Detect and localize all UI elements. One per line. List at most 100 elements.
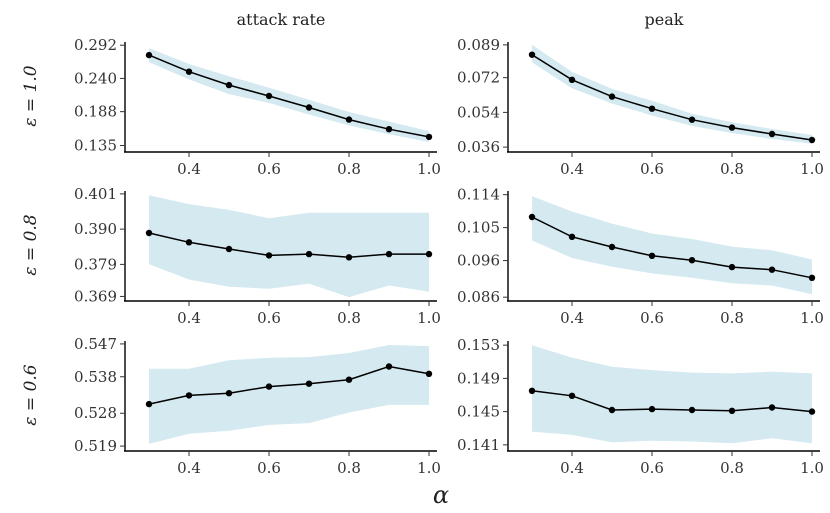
row-label-3: ε = 0.6 xyxy=(21,364,41,425)
axis-layer xyxy=(120,42,820,456)
panel-2-2-data-point xyxy=(528,213,536,221)
panel-2-2-y-tick-label: 0.096 xyxy=(457,252,500,270)
panel-2-2-x-tick-label: 0.4 xyxy=(560,309,584,327)
panel-1-1-data-point xyxy=(305,104,313,111)
panel-1-1-y-tick-label: 0.292 xyxy=(74,36,117,54)
panel-3-2-y-tick-label: 0.149 xyxy=(457,369,500,387)
panel-2-1-series-line xyxy=(148,232,429,259)
row-label-2: ε = 0.8 xyxy=(21,214,41,275)
panel-1-1-data-point xyxy=(265,92,273,100)
panel-1-2-x-tick-label: 0.8 xyxy=(720,160,744,178)
panel-3-1-data-point xyxy=(345,376,353,383)
panel-1-1-data-point xyxy=(345,116,353,123)
panel-3-2-x-tick-label: 0.4 xyxy=(560,459,584,477)
panel-2-2-y-tick-label: 0.105 xyxy=(457,219,500,237)
panel-2-2-x-tick-label: 1.0 xyxy=(800,309,824,327)
panel-3-1-x-tick-label: 0.6 xyxy=(257,459,281,477)
panel-2-1-data-point xyxy=(305,250,313,258)
panel-3-2-data-point xyxy=(608,406,616,414)
panel-3-1-data-point xyxy=(425,370,433,377)
panel-2-2-data-point xyxy=(568,233,576,240)
panel-1-2-data-point xyxy=(608,93,616,100)
panel-3-1-data-point xyxy=(305,380,313,387)
panel-1-1-data-point xyxy=(425,133,433,141)
panel-1-2-series-line xyxy=(531,54,813,141)
panel-1-2-data-point xyxy=(768,130,776,138)
panel-3-1-y-tick-label: 0.519 xyxy=(74,437,117,455)
x-axis-title: α xyxy=(433,481,449,509)
panel-3-2-data-point xyxy=(808,408,816,415)
panel-3-2-y-tick-label: 0.145 xyxy=(457,403,500,421)
panel-3-1-data-point xyxy=(185,392,193,399)
panel-3-1-data-point xyxy=(145,400,153,408)
panel-1-1-x-tick-label: 0.4 xyxy=(177,160,201,178)
label-layer: 0.135 0.188 0.240 0.292 0.4 0.6 0.8 1.0 0.036 0.0… xyxy=(21,10,824,509)
panel-1-1-ribbon xyxy=(149,48,429,142)
panel-1-1-y-tick-label: 0.188 xyxy=(74,103,117,121)
panel-3-1-x-tick-label: 0.8 xyxy=(337,459,361,477)
panel-1-2-data-point xyxy=(728,124,736,131)
panel-1-2-y-tick-label: 0.054 xyxy=(457,103,500,121)
panel-2-1-data-point xyxy=(385,250,393,258)
panel-2-2-data-point xyxy=(688,257,696,264)
panel-2-1-ribbon xyxy=(149,195,429,298)
panel-2-1-x-tick-label: 1.0 xyxy=(417,309,441,327)
panel-3-1-data-point xyxy=(385,363,393,370)
panel-1-2-y-tick-label: 0.036 xyxy=(457,138,500,156)
panel-2-1-x-tick-label: 0.8 xyxy=(337,309,361,327)
panel-3-1-data-point xyxy=(225,390,233,397)
panel-1-1-data-point xyxy=(225,81,233,89)
panel-1-2-y-tick-label: 0.089 xyxy=(457,36,500,54)
panel-2-2-x-tick-label: 0.6 xyxy=(640,309,664,327)
panel-2-1-x-tick-label: 0.6 xyxy=(257,309,281,327)
column-title-2: peak xyxy=(645,10,684,29)
panel-1-2-data-point xyxy=(528,51,536,58)
panel-2-1-y-tick-label: 0.390 xyxy=(74,220,117,238)
panel-1-2-x-tick-label: 0.6 xyxy=(640,160,664,178)
panel-1-2-data-point xyxy=(568,76,576,84)
panel-3-1-y-tick-label: 0.538 xyxy=(74,368,117,386)
panel-2-2-data-point xyxy=(728,263,736,271)
panel-3-1-x-tick-label: 0.4 xyxy=(177,459,201,477)
panel-3-2-x-tick-label: 0.8 xyxy=(720,459,744,477)
panel-3-1-x-tick-label: 1.0 xyxy=(417,459,441,477)
panel-3-1-y-tick-label: 0.528 xyxy=(74,404,117,422)
panel-3-2-data-point xyxy=(688,406,696,414)
panel-3-2-x-tick-label: 1.0 xyxy=(800,459,824,477)
panel-2-1-x-tick-label: 0.4 xyxy=(177,309,201,327)
panel-3-2-y-tick-label: 0.153 xyxy=(457,336,500,354)
panel-2-1-y-tick-label: 0.401 xyxy=(74,185,117,203)
panel-1-2-data-point xyxy=(648,105,656,112)
panel-2-2-y-tick-label: 0.086 xyxy=(457,288,500,306)
panel-2-2-y-tick-label: 0.114 xyxy=(457,186,500,204)
panel-3-2-data-point xyxy=(728,407,736,414)
point-layer xyxy=(145,51,816,415)
panel-3-2-data-point xyxy=(648,405,656,413)
panel-1-1-y-tick-label: 0.135 xyxy=(74,137,117,155)
panel-1-2-x-tick-label: 0.4 xyxy=(560,160,584,178)
panel-1-1-series-line xyxy=(148,54,430,138)
panel-3-1-series-line xyxy=(148,365,430,405)
panel-1-1-data-point xyxy=(185,68,193,75)
panel-3-2-data-point xyxy=(528,387,536,394)
panel-2-1-y-tick-label: 0.379 xyxy=(74,255,117,273)
panel-1-1-x-tick-label: 1.0 xyxy=(417,160,441,178)
row-label-1: ε = 1.0 xyxy=(21,65,41,126)
panel-2-1-data-point xyxy=(265,252,273,259)
panel-1-2-ribbon xyxy=(532,44,812,144)
panel-1-2-y-tick-label: 0.072 xyxy=(457,69,500,87)
panel-3-2-data-point xyxy=(568,392,576,399)
panel-2-2-data-point xyxy=(808,274,816,281)
panel-2-2-data-point xyxy=(768,266,776,273)
panel-1-1-data-point xyxy=(145,51,153,59)
panel-3-2-data-point xyxy=(768,404,776,411)
panel-2-1-y-tick-label: 0.369 xyxy=(74,287,117,305)
panel-1-1-y-tick-label: 0.240 xyxy=(74,69,117,87)
panel-3-2-y-tick-label: 0.141 xyxy=(457,436,500,454)
panel-2-2-data-point xyxy=(648,252,656,259)
panel-2-2-x-tick-label: 0.8 xyxy=(720,309,744,327)
panel-1-2-data-point xyxy=(808,136,816,144)
panel-1-1-data-point xyxy=(385,126,393,133)
panel-2-2-series-line xyxy=(531,216,813,279)
